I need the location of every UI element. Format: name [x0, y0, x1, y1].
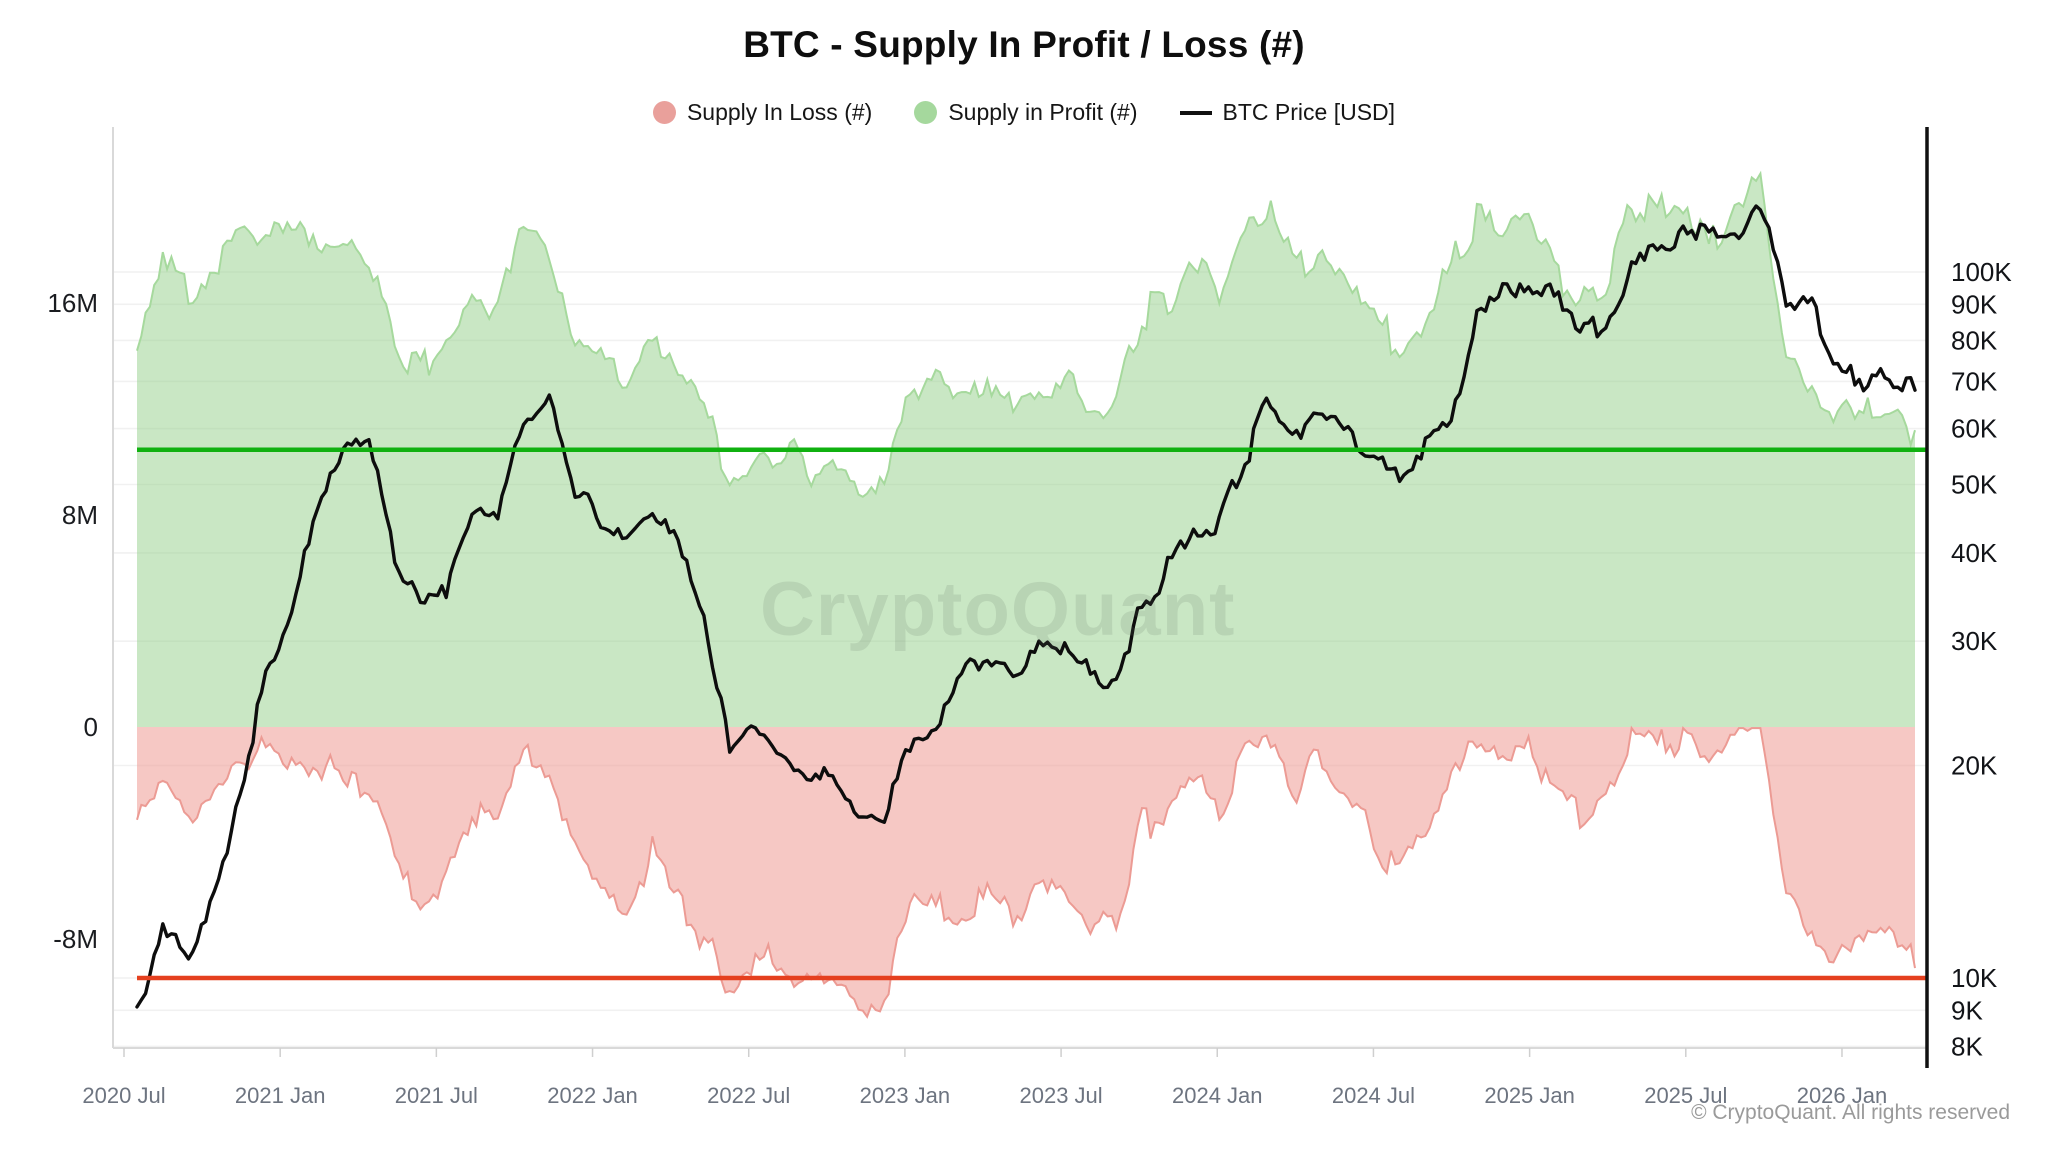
- right-axis-tick-90K: 90K: [1951, 289, 1998, 319]
- x-axis-label-2024-Jul: 2024 Jul: [1332, 1083, 1415, 1108]
- x-axis-label-2020-Jul: 2020 Jul: [82, 1083, 165, 1108]
- chart-legend: Supply In Loss (#) Supply in Profit (#) …: [0, 99, 2048, 126]
- x-axis-label-2021-Jan: 2021 Jan: [235, 1083, 326, 1108]
- x-axis-label-2026-Jan: 2026 Jan: [1797, 1083, 1888, 1108]
- right-axis-tick-100K: 100K: [1951, 257, 2012, 287]
- right-axis-tick-80K: 80K: [1951, 325, 1998, 355]
- x-axis-label-2022-Jul: 2022 Jul: [707, 1083, 790, 1108]
- x-axis-label-2025-Jan: 2025 Jan: [1484, 1083, 1575, 1108]
- supply-in-loss-edge: [136, 725, 1916, 1019]
- x-axis-label-2023-Jan: 2023 Jan: [860, 1083, 951, 1108]
- btc-price-line: [135, 204, 1917, 1009]
- right-axis-tick-60K: 60K: [1951, 414, 1998, 444]
- legend-item-supply-in-loss[interactable]: Supply In Loss (#): [652, 99, 873, 126]
- x-axis-label-2022-Jan: 2022 Jan: [547, 1083, 638, 1108]
- supply-in-profit-edge: [136, 170, 1916, 498]
- price-line-icon: [1179, 110, 1212, 115]
- right-axis-tick-40K: 40K: [1951, 538, 1998, 568]
- right-axis-tick-70K: 70K: [1951, 366, 1998, 396]
- loss-dot-icon: [652, 101, 676, 124]
- left-axis-tick--8M: -8M: [53, 924, 98, 954]
- watermark: CryptoQuant: [760, 567, 1236, 652]
- legend-label: Supply In Loss (#): [686, 99, 873, 125]
- supply-in-loss-area: [137, 727, 1915, 1017]
- legend-label: BTC Price [USD]: [1222, 99, 1396, 125]
- right-axis-tick-8K: 8K: [1951, 1031, 1983, 1061]
- legend-label: Supply in Profit (#): [948, 99, 1138, 125]
- profit-dot-icon: [914, 101, 938, 124]
- left-axis-tick-16M: 16M: [47, 288, 98, 318]
- right-axis-tick-10K: 10K: [1951, 963, 1998, 993]
- page-title: BTC - Supply In Profit / Loss (#): [743, 24, 1305, 65]
- x-axis-label-2024-Jan: 2024 Jan: [1172, 1083, 1263, 1108]
- copyright-text: © CryptoQuant. All rights reserved: [1691, 1101, 2010, 1124]
- right-axis-tick-20K: 20K: [1951, 750, 1998, 780]
- x-axis-label-2023-Jul: 2023 Jul: [1019, 1083, 1102, 1108]
- x-axis-label-2021-Jul: 2021 Jul: [395, 1083, 478, 1108]
- left-axis-tick-8M: 8M: [62, 500, 98, 530]
- legend-item-btc-price[interactable]: BTC Price [USD]: [1179, 99, 1396, 126]
- right-axis-tick-9K: 9K: [1951, 995, 1983, 1025]
- right-axis-tick-50K: 50K: [1951, 470, 1998, 500]
- left-axis-tick-0: 0: [84, 712, 98, 742]
- legend-item-supply-in-profit[interactable]: Supply in Profit (#): [914, 99, 1138, 126]
- x-axis-label-2025-Jul: 2025 Jul: [1644, 1083, 1727, 1108]
- right-axis-tick-30K: 30K: [1951, 626, 1998, 656]
